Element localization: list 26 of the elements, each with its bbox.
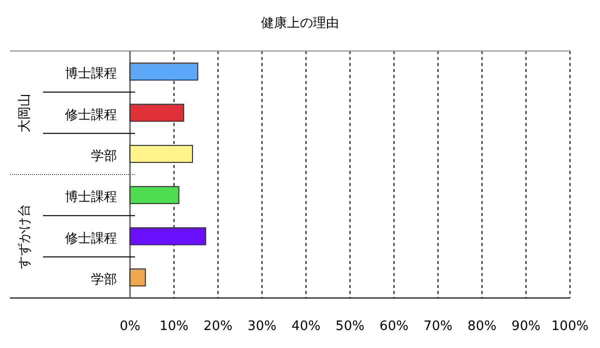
x-tick-label: 20% (204, 319, 232, 334)
y-tick-label: 修士課程 (65, 108, 117, 123)
x-tick-label: 50% (336, 319, 364, 334)
bar (130, 268, 146, 286)
bar (130, 227, 206, 246)
x-tick-label: 40% (292, 319, 320, 334)
x-tick-label: 100% (551, 319, 589, 334)
x-tick-label: 70% (424, 319, 452, 334)
bar (130, 104, 184, 122)
y-tick-label: 博士課程 (65, 190, 117, 206)
x-tick-label: 30% (248, 319, 276, 334)
y-tick-label: 学部 (91, 272, 117, 288)
y-tick-label: 博士課程 (65, 66, 117, 82)
bar (130, 144, 193, 163)
chart-title: 健康上の理由 (261, 16, 339, 31)
x-tick-label: 0% (120, 319, 140, 334)
y-tick-label: 修士課程 (65, 231, 117, 246)
y-tick-label: 学部 (91, 148, 117, 164)
text: 大岡山 (18, 93, 33, 132)
x-tick-label: 10% (160, 319, 188, 334)
text: すずかけ台 (18, 204, 33, 269)
bar (130, 186, 180, 204)
x-tick-label: 60% (380, 319, 408, 334)
bar (130, 62, 198, 81)
x-tick-label: 80% (468, 319, 496, 334)
x-tick-label: 90% (512, 319, 540, 334)
